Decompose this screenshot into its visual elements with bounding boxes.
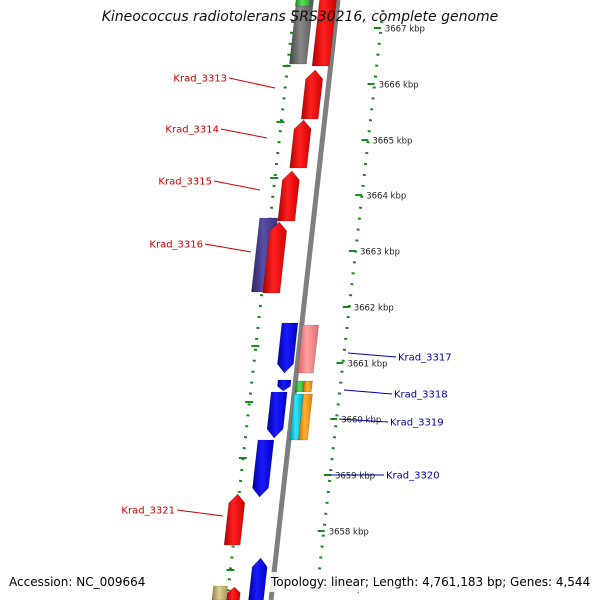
leader-line-right: [347, 352, 397, 358]
leader-line-left: [220, 128, 268, 139]
topology-label: Topology:: [271, 575, 328, 589]
topology-text: Topology: linear; Length: 4,761,183 bp; …: [271, 575, 591, 589]
gene-krad-3319-orange[interactable]: [298, 393, 313, 441]
topology-background: [268, 572, 594, 592]
genes-value: 4,544: [555, 575, 591, 589]
topology-value: linear: [330, 575, 365, 589]
leader-line-right: [343, 389, 393, 395]
gene-label-left[interactable]: Krad_3315: [158, 177, 212, 188]
gene-label-right[interactable]: Krad_3318: [394, 390, 448, 401]
genes-label: Genes:: [510, 575, 553, 589]
gene-label-left[interactable]: Krad_3314: [165, 125, 219, 136]
gene-blue-2[interactable]: [266, 391, 288, 439]
gene-label-left[interactable]: Krad_3313: [173, 74, 227, 85]
gene-red-top[interactable]: [311, 0, 337, 67]
gene-krad-3314[interactable]: [289, 119, 312, 169]
gene-krad-3321[interactable]: [223, 493, 246, 546]
scale-tick-label: 3661 kbp: [347, 360, 387, 370]
leader-line-left: [204, 243, 252, 253]
accession-value: NC_009664: [76, 575, 146, 589]
gene-krad-3317[interactable]: [296, 324, 320, 374]
gene-red-bottom[interactable]: [226, 586, 241, 600]
gene-label-left[interactable]: Krad_3321: [121, 506, 175, 517]
length-value: 4,761,183 bp: [422, 575, 503, 589]
gene-krad-3318-orange[interactable]: [302, 380, 313, 393]
gene-label-right[interactable]: Krad_3319: [390, 418, 444, 429]
scale-tick-label: 3658 kbp: [329, 528, 369, 538]
gene-label-group: Krad_3313 Krad_3314 Krad_3315 Krad_3316 Krad…: [121, 74, 451, 517]
gene-gray-top[interactable]: [289, 0, 314, 65]
scale-tick-label: 3667 kbp: [385, 25, 425, 35]
leader-line-right: [338, 418, 389, 423]
scale-tick-group: 3667 kbp 3666 kbp 3665 kbp 3664 kbp 3663 kbp…: [311, 25, 425, 595]
gene-green-top[interactable]: [294, 0, 311, 7]
accession-text: Accession: NC_009664: [9, 575, 145, 589]
length-label: Length:: [372, 575, 419, 589]
genome-backbone: [268, 0, 341, 600]
accession-background: [3, 572, 158, 592]
leader-line-left: [228, 77, 276, 89]
scale-tick-label: 3666 kbp: [379, 81, 419, 91]
gene-blue-bottom[interactable]: [248, 557, 268, 600]
gene-label-right[interactable]: Krad_3320: [386, 471, 440, 482]
scale-tick-label: 3665 kbp: [372, 137, 412, 147]
gene-krad-3315[interactable]: [277, 170, 300, 222]
accession-label: Accession:: [9, 575, 73, 589]
gene-label-left[interactable]: Krad_3316: [149, 240, 203, 251]
gene-blue-small[interactable]: [277, 379, 292, 392]
scale-tick-label: 3659 kbp: [335, 472, 375, 482]
gene-krad-3313[interactable]: [300, 69, 324, 120]
leader-line-left: [213, 180, 261, 191]
gene-blue-1[interactable]: [277, 322, 299, 374]
scale-tick-label: 3662 kbp: [354, 304, 394, 314]
gene-olive-bottom[interactable]: [211, 585, 228, 600]
scale-tick-label: 3664 kbp: [366, 192, 406, 202]
gene-group: [211, 0, 337, 600]
gene-krad-3320[interactable]: [252, 439, 275, 498]
leader-line-group: [176, 77, 397, 517]
gene-krad-3316-red[interactable]: [262, 221, 288, 294]
scale-tick-label: 3663 kbp: [360, 248, 400, 258]
leader-line-left: [176, 509, 224, 517]
map-title: Kineococcus radiotolerans SRS30216, comp…: [101, 9, 499, 25]
gene-label-right[interactable]: Krad_3317: [398, 353, 452, 364]
